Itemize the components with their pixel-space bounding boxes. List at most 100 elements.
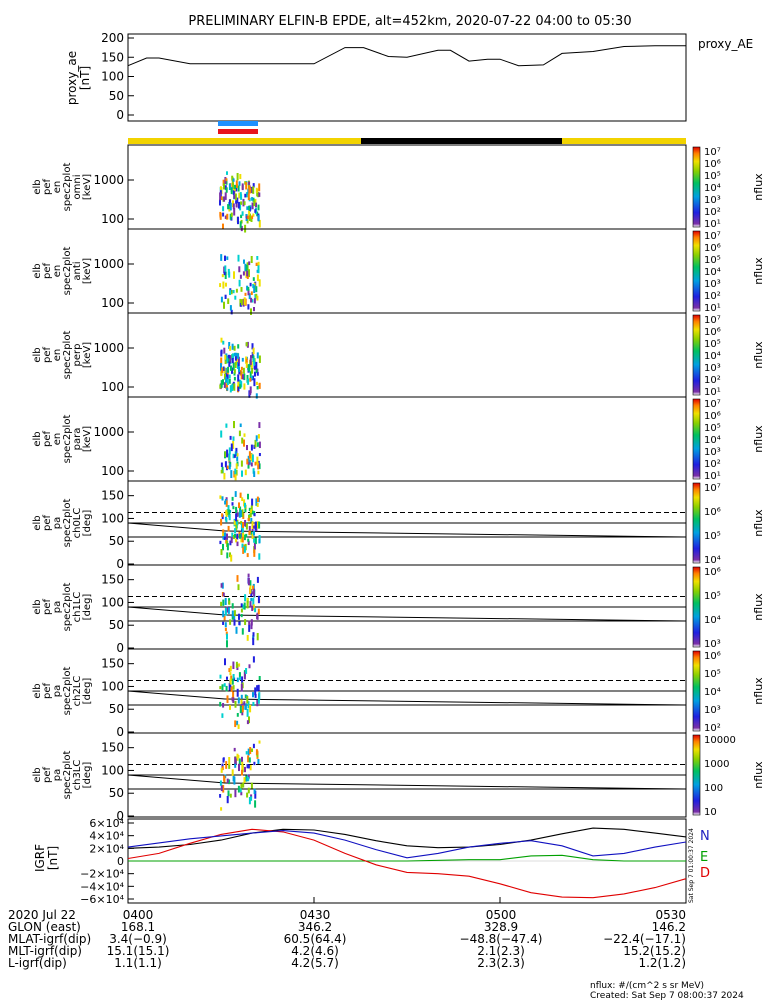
colorbar-tick-label: 10⁵ bbox=[704, 531, 721, 542]
igrf-tick-label: 2×10⁴ bbox=[89, 842, 124, 855]
colorbar bbox=[692, 482, 701, 564]
colorbar-tick-label: 10² bbox=[704, 207, 721, 218]
panel-tick-label: 100 bbox=[101, 679, 124, 693]
panel-frame bbox=[127, 312, 687, 398]
created-note: Created: Sat Sep 7 08:00:37 2024 bbox=[590, 991, 744, 1000]
panel-ylabel-line: omni bbox=[72, 175, 83, 200]
panel-ylabel-line: spec2plot bbox=[62, 499, 73, 548]
colorbar-label: nflux bbox=[752, 425, 765, 453]
panel-ch0LC: 150 100 50 0 elb pef pa spec2plot ch0LC [deg] 10⁷ 1… bbox=[32, 480, 765, 571]
panel-ylabel-line: pa bbox=[52, 601, 63, 613]
colorbar-tick-label: 10⁵ bbox=[704, 171, 721, 182]
spectrogram-data bbox=[219, 656, 261, 729]
colorbar-tick-label: 10⁴ bbox=[704, 687, 721, 698]
igrf-tick-label: −2×10⁴ bbox=[80, 868, 124, 881]
colorbar-tick-label: 10³ bbox=[704, 195, 721, 206]
colorbar-tick-label: 10³ bbox=[704, 279, 721, 290]
panel-ylabel-line: pa bbox=[52, 769, 63, 781]
panel-ylabel-line: [deg] bbox=[82, 678, 93, 705]
proxy-ae-panel: 200 150 100 50 0 proxy_ae [nT] proxy_AE bbox=[65, 31, 753, 122]
ephemeris-row-label: MLT-igrf(dip) bbox=[8, 944, 82, 958]
panel-tick-label: 1000 bbox=[93, 341, 124, 355]
ephemeris-value: 2.1(2.3) bbox=[477, 944, 525, 958]
panel-tick-label: 50 bbox=[109, 786, 124, 800]
panel-tick-label: 100 bbox=[101, 464, 124, 478]
panel-ylabel-line: elb bbox=[32, 431, 43, 446]
panel-ylabel-line: [deg] bbox=[82, 594, 93, 621]
colorbar-tick-label: 10⁷ bbox=[704, 483, 721, 494]
proxy-ae-line bbox=[127, 45, 686, 67]
panel-ylabel-line: en bbox=[52, 181, 63, 194]
panel-ylabel-line: pa bbox=[52, 685, 63, 697]
igrf-side-text: Sat Sep 7 01:00:37 2024 bbox=[688, 828, 695, 903]
panel-tick-label: 1000 bbox=[93, 173, 124, 187]
panel-ch1LC: 150 100 50 0 elb pef pa spec2plot ch1LC [deg] 10⁶ 1… bbox=[32, 564, 765, 655]
drift-line bbox=[127, 606, 226, 616]
colorbar-tick-label: 10⁷ bbox=[704, 231, 721, 242]
spectrogram-data bbox=[219, 337, 261, 399]
colorbar bbox=[692, 398, 701, 480]
panel-ylabel-line: elb bbox=[32, 263, 43, 278]
panel-ylabel-line: spec2plot bbox=[62, 163, 73, 212]
panel-ylabel-line: elb bbox=[32, 515, 43, 530]
ephemeris-row-label: 2020 Jul 22 bbox=[8, 908, 76, 922]
colorbar-tick-label: 10² bbox=[704, 723, 721, 734]
spectrogram-data bbox=[219, 740, 261, 811]
proxy-ae-tick-label: 50 bbox=[109, 89, 124, 103]
igrf-tick-label: 4×10⁴ bbox=[89, 830, 124, 843]
igrf-ylabel: IGRF [nT] bbox=[33, 844, 60, 872]
colorbar-tick-label: 10⁷ bbox=[704, 147, 721, 158]
colorbar-tick-label: 10⁵ bbox=[704, 591, 721, 602]
colorbar-tick-label: 10² bbox=[704, 459, 721, 470]
colorbar bbox=[692, 230, 701, 312]
panel-ylabel-line: pef bbox=[42, 431, 53, 448]
colorbar-tick-label: 10³ bbox=[704, 363, 721, 374]
ephemeris-value: 4.2(5.7) bbox=[291, 956, 339, 970]
ephemeris-value: 0530 bbox=[655, 908, 686, 922]
proxy-ae-ylabel-line: proxy_ae bbox=[65, 51, 79, 105]
proxy-ae-tick-label: 150 bbox=[101, 50, 124, 64]
colorbar-tick-label: 10⁴ bbox=[704, 183, 721, 194]
colorbar-tick-label: 10¹ bbox=[704, 471, 721, 482]
igrf-ylabel-line: IGRF bbox=[33, 844, 47, 872]
panel-ylabel-line: pef bbox=[42, 515, 53, 532]
ephemeris-value: 1.2(1.2) bbox=[638, 956, 686, 970]
panel-ylabel-line: pef bbox=[42, 347, 53, 364]
ephemeris-value: 3.4(−0.9) bbox=[109, 932, 167, 946]
panel-ylabel-line: spec2plot bbox=[62, 751, 73, 800]
colorbar-tick-label: 100 bbox=[704, 783, 723, 794]
ephemeris-value: −48.8(−47.4) bbox=[460, 932, 543, 946]
panel-tick-label: 50 bbox=[109, 534, 124, 548]
panel-ylabel-line: spec2plot bbox=[62, 247, 73, 296]
panel-tick-label: 100 bbox=[101, 212, 124, 226]
colorbar-tick-label: 10⁴ bbox=[704, 615, 721, 626]
proxy-ae-legend: proxy_AE bbox=[698, 37, 753, 51]
panel-ylabel-line: spec2plot bbox=[62, 583, 73, 632]
colorbar-tick-label: 1000 bbox=[704, 759, 729, 770]
nflux-units-note: nflux: #/(cm^2 s sr MeV) bbox=[590, 981, 704, 991]
colorbar-tick-label: 10⁷ bbox=[704, 399, 721, 410]
panel-ylabel-line: ch2LC bbox=[72, 676, 83, 707]
panel-tick-label: 150 bbox=[101, 573, 124, 587]
drift-line bbox=[224, 782, 687, 790]
panel-ylabel-line: ch1LC bbox=[72, 592, 83, 623]
ephemeris-value: 2.3(2.3) bbox=[477, 956, 525, 970]
igrf-tick-label: 0 bbox=[117, 855, 124, 868]
panel-tick-label: 1000 bbox=[93, 425, 124, 439]
spectrogram-data bbox=[219, 171, 261, 233]
igrf-tick-label: −6×10⁴ bbox=[80, 893, 124, 906]
panel-tick-label: 100 bbox=[101, 763, 124, 777]
igrf-tick-label: −4×10⁴ bbox=[80, 880, 124, 893]
panel-tick-label: 100 bbox=[101, 380, 124, 394]
colorbar-label: nflux bbox=[752, 593, 765, 621]
ephemeris-value: 60.5(64.4) bbox=[284, 932, 347, 946]
colorbar-tick-label: 10³ bbox=[704, 705, 721, 716]
panel-tick-label: 50 bbox=[109, 702, 124, 716]
drift-line bbox=[127, 774, 226, 784]
igrf-series-D bbox=[127, 828, 687, 899]
